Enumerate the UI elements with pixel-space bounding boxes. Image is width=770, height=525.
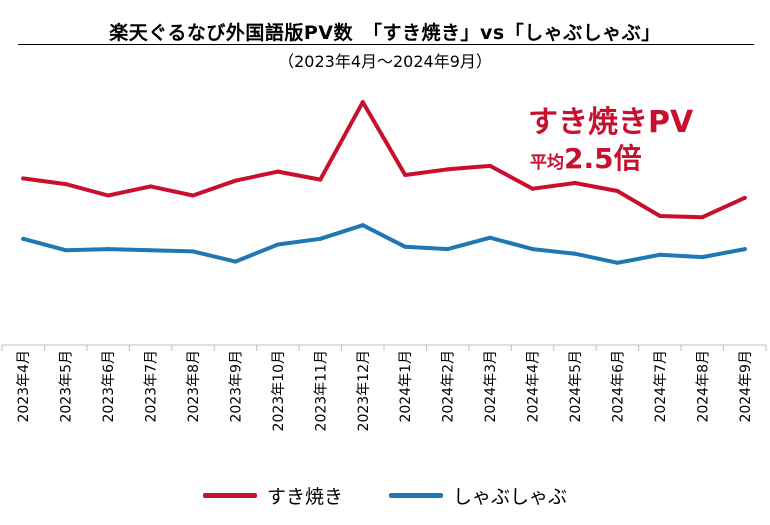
x-tick-label: 2023年6月 <box>101 350 117 423</box>
legend-swatch-shabushabu <box>389 493 444 498</box>
x-tick-label: 2023年12月 <box>356 350 372 431</box>
data-point-sukiyaki <box>63 182 68 187</box>
x-axis-labels: 2023年4月 2023年5月 2023年6月 2023年7月 2023年8月 2023年… <box>16 350 754 431</box>
legend-label-shabushabu: しゃぶしゃぶ <box>453 486 568 508</box>
data-point-shabushabu <box>573 251 577 256</box>
data-point-shabushabu <box>360 223 365 228</box>
data-point-shabushabu <box>21 236 26 241</box>
annotation-ratio: 平均2.5倍 <box>528 142 693 180</box>
annotation-value: 2.5倍 <box>564 142 642 175</box>
chart-title: 楽天ぐるなび外国語版PV数 「すき焼き」vs「しゃぶしゃぶ」 <box>109 22 661 44</box>
chart-subtitle: （2023年4月～2024年9月） <box>278 52 492 71</box>
data-point-sukiyaki <box>233 178 238 183</box>
x-tick-label: 2024年9月 <box>738 350 754 423</box>
data-point-sukiyaki <box>742 195 747 200</box>
data-point-sukiyaki <box>615 188 620 193</box>
series-line-shabushabu <box>21 223 747 265</box>
data-point-shabushabu <box>615 260 620 265</box>
line-chart: 2023年4月 2023年5月 2023年6月 2023年7月 2023年8月 2023年… <box>1 100 767 431</box>
data-point-shabushabu <box>445 247 450 252</box>
legend: すき焼き しゃぶしゃぶ <box>0 481 770 509</box>
data-point-sukiyaki <box>530 186 535 191</box>
legend-item-shabushabu: しゃぶしゃぶ <box>389 482 567 509</box>
data-point-sukiyaki <box>21 176 26 181</box>
x-tick-label: 2023年5月 <box>59 350 75 423</box>
data-point-sukiyaki <box>657 214 662 219</box>
x-tick-label: 2024年3月 <box>483 350 499 423</box>
title-underline <box>18 44 754 45</box>
legend-label-sukiyaki: すき焼き <box>266 486 343 508</box>
data-point-shabushabu <box>657 252 662 257</box>
annotation-prefix: 平均 <box>530 153 564 173</box>
data-point-shabushabu <box>233 259 238 264</box>
data-point-shabushabu <box>742 247 747 252</box>
series-line-sukiyaki <box>21 100 747 220</box>
data-point-shabushabu <box>191 249 195 254</box>
x-tick-label: 2023年7月 <box>144 350 160 423</box>
x-tick-label: 2024年7月 <box>653 350 669 423</box>
data-point-shabushabu <box>275 242 280 247</box>
x-tick-label: 2023年8月 <box>186 350 202 423</box>
legend-item-sukiyaki: すき焼き <box>202 482 343 509</box>
data-point-shabushabu <box>488 235 493 240</box>
x-axis-ticks <box>1 345 767 351</box>
data-point-sukiyaki <box>403 173 408 178</box>
data-point-shabushabu <box>318 236 323 241</box>
x-tick-label: 2023年4月 <box>16 350 32 423</box>
x-tick-label: 2024年6月 <box>610 350 626 423</box>
data-point-sukiyaki <box>445 167 450 172</box>
data-point-sukiyaki <box>148 184 153 189</box>
x-tick-label: 2024年4月 <box>526 350 542 423</box>
x-tick-label: 2023年10月 <box>271 350 287 431</box>
data-point-sukiyaki <box>318 177 323 182</box>
x-tick-label: 2024年2月 <box>441 350 457 423</box>
pv-ratio-annotation: すき焼きPV 平均2.5倍 <box>528 104 693 180</box>
data-point-shabushabu <box>700 255 705 260</box>
data-point-sukiyaki <box>360 100 365 105</box>
data-point-shabushabu <box>403 244 408 249</box>
x-tick-label: 2023年11月 <box>313 350 329 431</box>
data-point-sukiyaki <box>573 181 577 185</box>
data-point-sukiyaki <box>191 193 195 198</box>
data-point-sukiyaki <box>488 163 493 168</box>
data-point-sukiyaki <box>106 193 111 198</box>
legend-swatch-sukiyaki <box>202 493 257 498</box>
x-tick-label: 2024年5月 <box>568 350 584 423</box>
x-tick-label: 2023年9月 <box>228 350 244 423</box>
data-point-sukiyaki <box>275 169 280 174</box>
data-point-shabushabu <box>63 248 68 253</box>
data-point-shabushabu <box>530 247 535 252</box>
data-point-shabushabu <box>148 248 153 253</box>
annotation-title: すき焼きPV <box>528 105 694 140</box>
data-point-sukiyaki <box>700 215 705 220</box>
data-point-shabushabu <box>106 247 111 252</box>
series-layer <box>21 100 747 265</box>
x-tick-label: 2024年1月 <box>398 350 414 423</box>
x-tick-label: 2024年8月 <box>695 350 711 423</box>
